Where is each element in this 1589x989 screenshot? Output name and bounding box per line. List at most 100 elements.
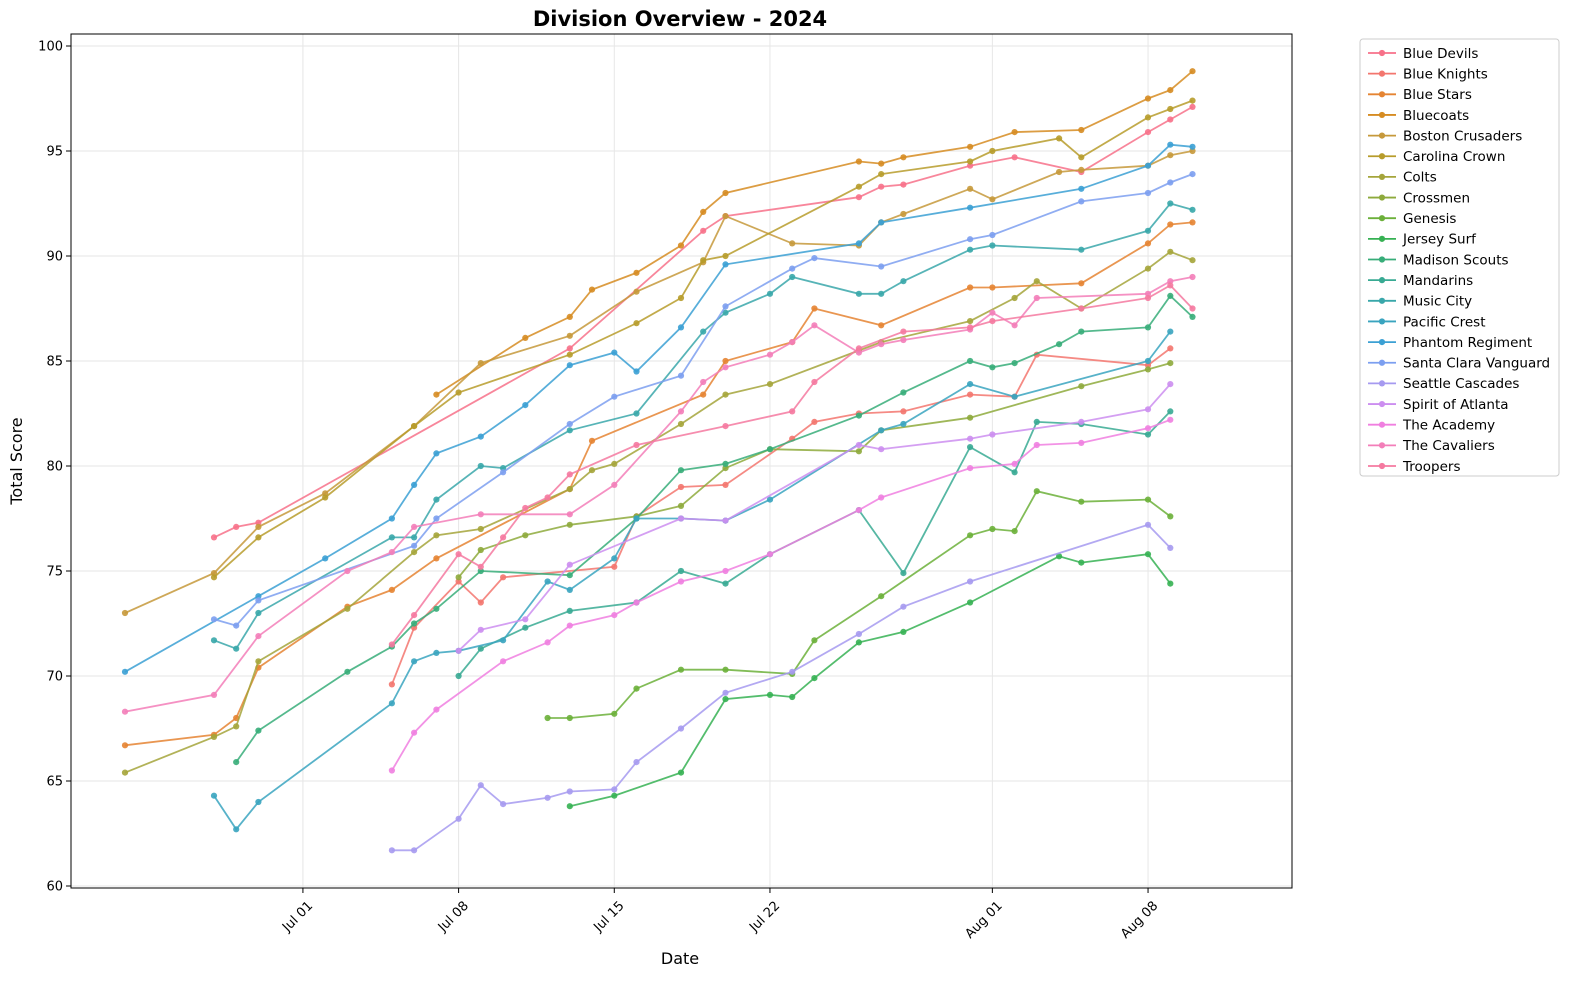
legend-entry: Bluecoats <box>1368 108 1469 124</box>
data-point <box>677 420 685 428</box>
data-point <box>1144 324 1152 331</box>
y-tick-label: 70 <box>46 670 63 685</box>
data-point <box>1078 418 1085 425</box>
data-point <box>121 668 129 675</box>
data-point <box>722 580 729 587</box>
data-point <box>855 507 863 514</box>
legend-entry: Blue Devils <box>1368 46 1478 62</box>
data-point <box>855 240 863 247</box>
data-point <box>477 626 484 633</box>
data-point <box>722 567 729 575</box>
data-point <box>1078 166 1085 173</box>
legend-label: Santa Clara Vanguard <box>1403 356 1550 372</box>
data-point <box>455 672 462 680</box>
series <box>210 328 1174 833</box>
legend-entry: Troopers <box>1368 459 1461 475</box>
data-point <box>233 645 240 652</box>
data-point <box>677 467 685 474</box>
data-point <box>878 160 885 167</box>
data-point <box>1144 431 1152 438</box>
data-point <box>722 696 729 703</box>
data-point <box>1189 313 1196 320</box>
data-point <box>633 269 640 276</box>
plot-frame <box>70 33 1293 889</box>
data-point <box>700 391 707 398</box>
data-point <box>566 572 573 579</box>
data-point <box>1078 328 1085 335</box>
data-point <box>411 847 418 854</box>
data-point <box>789 408 796 415</box>
data-point <box>388 549 395 556</box>
legend-marker <box>1378 442 1386 449</box>
y-tick-label: 85 <box>46 355 63 370</box>
data-point <box>677 666 685 673</box>
data-point <box>388 681 395 688</box>
data-point <box>411 534 418 541</box>
data-point <box>1078 185 1085 192</box>
data-point <box>433 515 440 522</box>
data-point <box>1167 416 1174 423</box>
data-point <box>566 420 573 428</box>
data-point <box>233 622 240 629</box>
data-point <box>633 320 640 327</box>
data-point <box>766 691 774 699</box>
legend-label: Crossmen <box>1403 190 1470 206</box>
data-point <box>433 450 440 457</box>
data-point <box>455 574 462 581</box>
data-point <box>255 609 262 617</box>
legend-entry: Phantom Regiment <box>1368 335 1532 351</box>
data-point <box>566 345 573 352</box>
data-point <box>121 708 129 715</box>
data-point <box>522 532 529 539</box>
data-point <box>1078 439 1085 446</box>
legend-label: The Academy <box>1402 418 1495 434</box>
series <box>210 200 1196 652</box>
data-point <box>722 252 729 260</box>
legend-entry: Mandarins <box>1368 273 1473 289</box>
data-point <box>388 767 395 774</box>
data-point <box>1167 381 1174 388</box>
legend-entry: Colts <box>1368 170 1437 186</box>
data-point <box>1011 129 1018 136</box>
y-tick-label: 90 <box>46 250 63 265</box>
data-point <box>677 725 685 732</box>
data-point <box>611 555 618 562</box>
data-point <box>967 599 974 606</box>
data-point <box>566 561 573 568</box>
series <box>121 248 1196 776</box>
data-point <box>677 483 685 491</box>
data-point <box>1189 273 1196 281</box>
legend-marker <box>1378 153 1386 160</box>
data-point <box>878 446 885 453</box>
series <box>210 97 1196 581</box>
data-point <box>989 309 996 316</box>
data-point <box>388 700 395 707</box>
data-point <box>855 194 863 201</box>
data-point <box>811 418 818 425</box>
data-point <box>722 189 729 197</box>
legend-label: Music City <box>1403 294 1472 310</box>
data-point <box>811 322 818 329</box>
legend-entry: Spirit of Atlanta <box>1368 397 1509 413</box>
data-point <box>967 444 974 451</box>
data-point <box>967 381 974 388</box>
legend: Blue Devils Blue Knights Blue Stars Bluecoa… <box>1359 38 1560 477</box>
data-point <box>566 586 573 594</box>
legend-marker <box>1378 215 1386 222</box>
legend-marker <box>1378 421 1386 428</box>
data-point <box>633 368 640 375</box>
data-point <box>255 798 262 806</box>
data-point <box>566 362 573 369</box>
series <box>388 282 1196 648</box>
data-point <box>677 769 685 776</box>
data-point <box>1189 257 1196 264</box>
legend-label: Seattle Cascades <box>1403 376 1519 392</box>
legend-marker <box>1378 194 1386 201</box>
legend-marker <box>1378 277 1386 284</box>
y-tick-label: 75 <box>46 565 63 580</box>
data-point <box>1167 179 1174 186</box>
data-point <box>900 628 907 636</box>
data-point <box>1011 360 1018 367</box>
data-point <box>1078 126 1085 134</box>
legend-marker <box>1378 318 1386 325</box>
